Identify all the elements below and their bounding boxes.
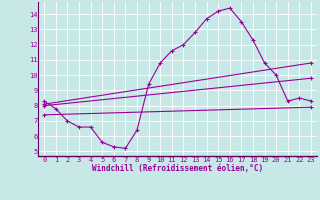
X-axis label: Windchill (Refroidissement éolien,°C): Windchill (Refroidissement éolien,°C) <box>92 164 263 173</box>
